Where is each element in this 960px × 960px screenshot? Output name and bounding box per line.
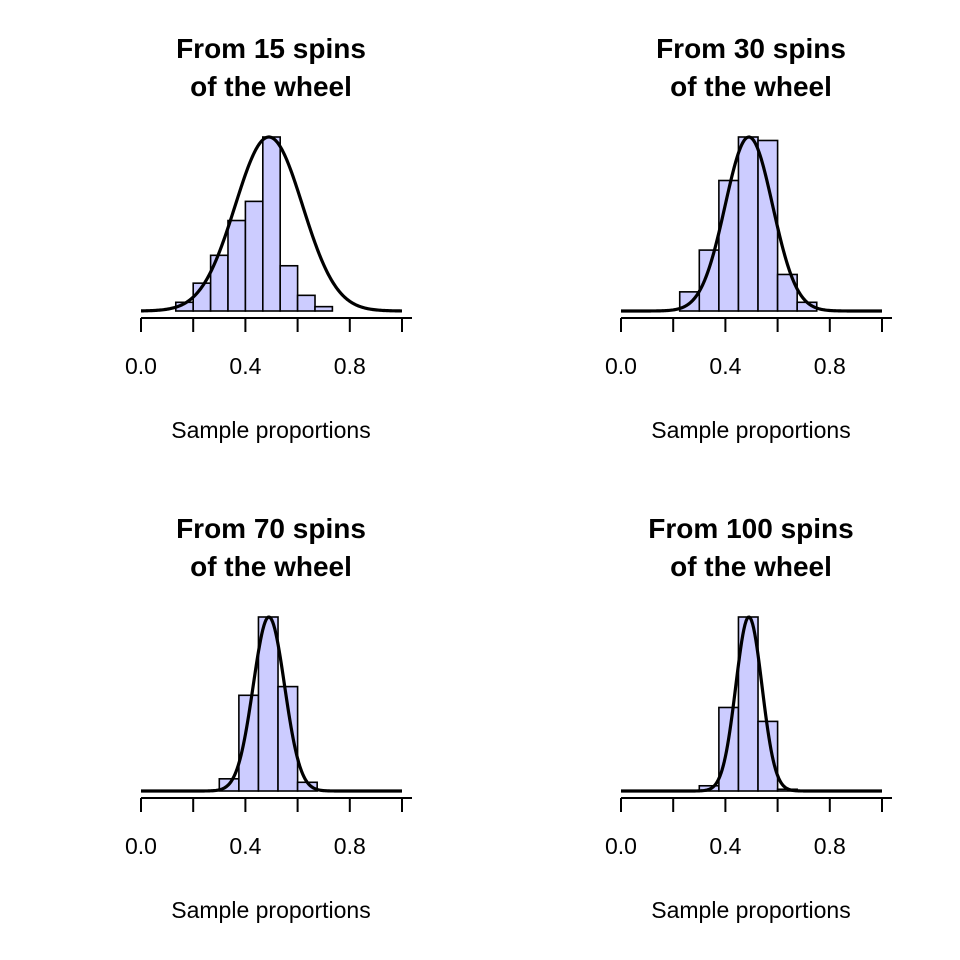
x-tick-label: 0.8 bbox=[814, 353, 846, 379]
x-tick-label: 0.4 bbox=[709, 353, 741, 379]
x-tick-label: 0.4 bbox=[229, 833, 261, 859]
x-tick-label: 0.0 bbox=[605, 833, 637, 859]
histogram-bar bbox=[698, 249, 720, 312]
histogram-bar bbox=[244, 200, 264, 312]
x-axis-label: Sample proportions bbox=[171, 417, 370, 443]
chart-panel: From 100 spins of the wheel 0.0 0.4 0.8 Sampl… bbox=[605, 513, 892, 923]
x-tick-label: 0.4 bbox=[709, 833, 741, 859]
histogram-bar bbox=[296, 294, 316, 312]
histogram-bar bbox=[277, 685, 299, 792]
x-tick-label: 0.8 bbox=[334, 353, 366, 379]
normal-curve bbox=[620, 615, 883, 793]
chart-panel: From 30 spins of the wheel 0.0 0.4 0.8 Sample… bbox=[605, 33, 892, 443]
chart-title: of the wheel bbox=[190, 551, 352, 582]
normal-curve bbox=[140, 615, 403, 793]
histogram-bar bbox=[227, 219, 247, 312]
normal-curve bbox=[620, 135, 883, 313]
histogram-bar bbox=[718, 179, 740, 312]
normal-curve bbox=[140, 135, 403, 313]
histogram-bar bbox=[279, 264, 299, 312]
chart-panel: From 70 spins of the wheel 0.0 0.4 0.8 Sample… bbox=[125, 513, 412, 923]
x-tick-label: 0.8 bbox=[814, 833, 846, 859]
chart-title: of the wheel bbox=[190, 71, 352, 102]
histogram-bar bbox=[757, 139, 779, 312]
chart-title: of the wheel bbox=[670, 71, 832, 102]
histogram-bar bbox=[776, 273, 798, 312]
histogram-bar bbox=[314, 305, 334, 312]
chart-title: of the wheel bbox=[670, 551, 832, 582]
x-tick-label: 0.8 bbox=[334, 833, 366, 859]
x-tick-label: 0.4 bbox=[229, 353, 261, 379]
chart-title: From 100 spins bbox=[648, 513, 853, 544]
x-axis-label: Sample proportions bbox=[171, 897, 370, 923]
x-axis-label: Sample proportions bbox=[651, 417, 850, 443]
histogram-bar bbox=[737, 136, 759, 312]
chart-panel: From 15 spins of the wheel 0.0 0.4 0.8 Sample… bbox=[125, 33, 412, 443]
histogram-bar bbox=[718, 706, 740, 792]
x-axis-label: Sample proportions bbox=[651, 897, 850, 923]
chart-title: From 15 spins bbox=[176, 33, 366, 64]
x-tick-label: 0.0 bbox=[605, 353, 637, 379]
chart-title: From 70 spins bbox=[176, 513, 366, 544]
chart-title: From 30 spins bbox=[656, 33, 846, 64]
x-tick-label: 0.0 bbox=[125, 833, 157, 859]
histogram-bar bbox=[262, 136, 281, 312]
x-tick-label: 0.0 bbox=[125, 353, 157, 379]
